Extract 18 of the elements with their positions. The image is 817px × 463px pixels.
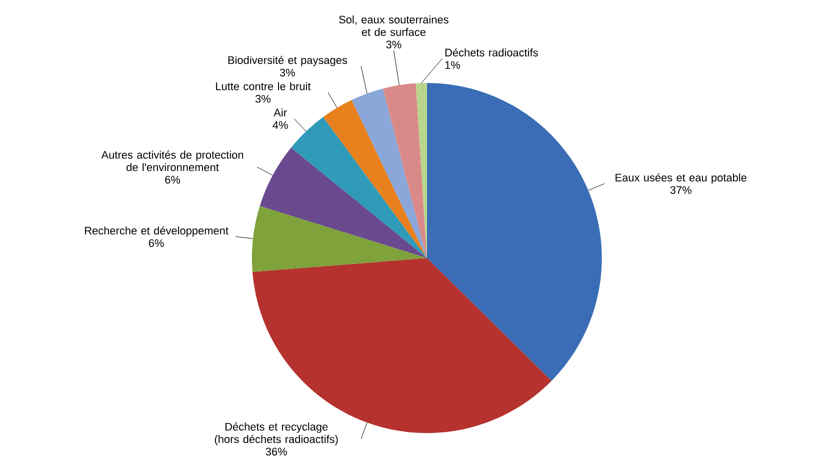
slice-label: Lutte contre le bruit [216,82,311,90]
data-label: 6% [165,176,180,184]
slice-label: Eaux usées et eau potable [616,173,746,184]
data-label: 6% [148,239,164,247]
slice-label: Autres activités de protection de l'environnement [101,150,244,172]
slice-label: Déchets radioactifs [445,48,538,56]
data-label: 3% [255,94,270,103]
data-label: 1% [445,61,460,69]
slice-label: Déchets et recyclage (hors déchets radioactifs) [214,422,338,446]
data-label: 4% [272,121,288,129]
data-label: 37% [670,186,692,194]
slice-label: Sol, eaux souterraines et de surface [339,15,448,36]
slice-label: Biodiversité et paysages [228,56,348,66]
slice-label: Recherche et développement [85,226,228,237]
data-label: 3% [386,40,402,48]
data-label: 3% [280,68,295,76]
slice-label: Air [274,108,287,116]
data-label: 36% [266,448,287,456]
